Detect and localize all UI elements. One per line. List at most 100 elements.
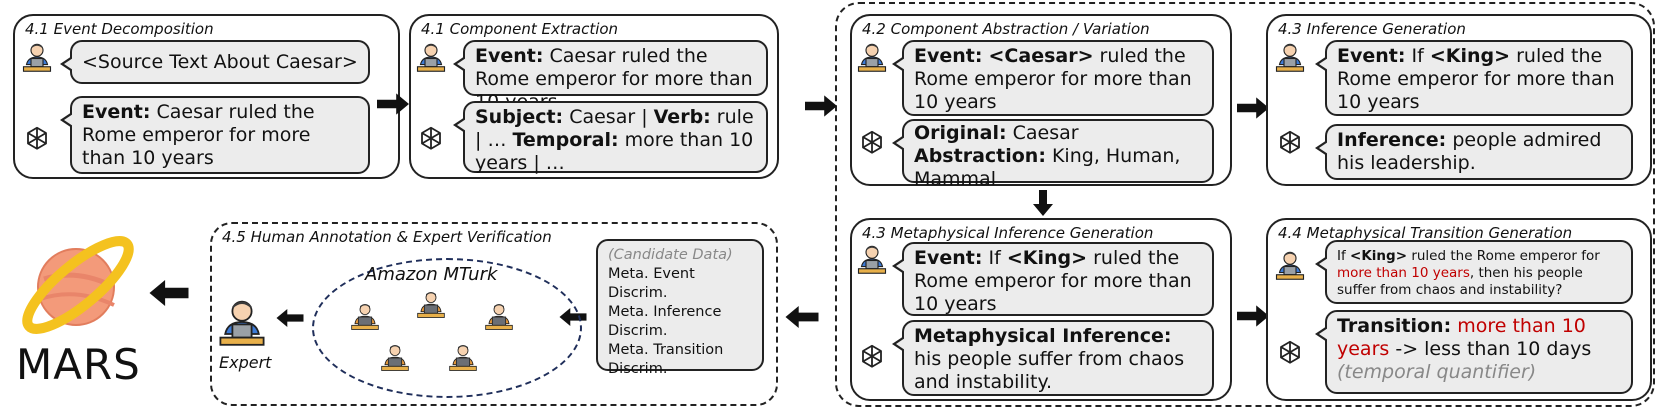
event-bubble: Event: Caesar ruled the Rome emperor for… <box>453 40 768 113</box>
chatgpt-icon <box>22 124 52 154</box>
chatgpt-icon <box>416 124 446 154</box>
panel-metaphysical-inference: 4.3 Metaphysical Inference Generation Ev… <box>850 218 1232 401</box>
source-text-bubble: <Source Text About Caesar> <box>60 40 370 84</box>
source-text: <Source Text About Caesar> <box>82 51 358 73</box>
arrow-right-2 <box>805 95 837 117</box>
chatgpt-icon <box>1275 128 1305 158</box>
metaphysical-inference-text: his people suffer from chaos and instabi… <box>914 348 1185 393</box>
candidate-title: (Candidate Data) <box>608 247 733 263</box>
temporal-label: Temporal: <box>512 129 619 151</box>
expert-label: Expert <box>219 353 272 372</box>
worker-icon <box>350 302 380 332</box>
event-text: ruled the Rome emperor for more than 10 … <box>914 247 1192 315</box>
arrow-left-1 <box>782 306 822 328</box>
inference-bubble: Inference: people admired his leadership… <box>1315 124 1633 180</box>
metaphysical-inference-label: Metaphysical Inference: <box>914 325 1172 347</box>
user-icon <box>857 42 887 72</box>
event-label: Event: <box>1337 45 1406 67</box>
arrow-right-3 <box>1237 97 1269 119</box>
candidate-item: Meta. Event Discrim. <box>608 266 695 301</box>
chatgpt-icon <box>1275 338 1305 368</box>
chatgpt-icon <box>857 128 887 158</box>
abstraction-text: King, Human, Mammal <box>914 145 1181 190</box>
user-icon <box>1275 42 1305 72</box>
components-bubble: Subject: Caesar | Verb: rule | … Tempora… <box>453 101 768 174</box>
event-label: Event: <box>475 45 544 67</box>
verb-label: Verb: <box>653 106 711 128</box>
mturk-group <box>312 258 582 398</box>
panel-event-decomposition: 4.1 Event Decomposition <Source Text Abo… <box>13 14 400 179</box>
worker-icon <box>448 343 478 373</box>
question-suffix: , then his people suffer from chaos and … <box>1337 265 1583 298</box>
event-bubble: Event: If <King> ruled the Rome emperor … <box>892 242 1214 316</box>
event-label: Event: <box>914 247 983 269</box>
event-bubble: Event: If <King> ruled the Rome emperor … <box>1315 40 1633 116</box>
panel-metaphysical-transition: 4.4 Metaphysical Transition Generation I… <box>1266 218 1652 401</box>
chatgpt-icon <box>857 342 887 372</box>
event-bubble: Event: Caesar ruled the Rome emperor for… <box>60 96 370 174</box>
event-label: Event: <box>914 45 983 67</box>
arrow-right-4 <box>1237 305 1269 327</box>
arrow-down <box>1033 190 1053 216</box>
expert-icon <box>218 298 266 346</box>
original-text: Caesar <box>1006 122 1079 144</box>
panel-title: 4.3 Inference Generation <box>1278 20 1466 38</box>
transition-type: (temporal quantifier) <box>1337 361 1537 383</box>
event-text: ruled the Rome emperor for more than 10 … <box>1337 45 1615 113</box>
panel-inference-generation: 4.3 Inference Generation Event: If <King… <box>1266 14 1652 186</box>
question-prefix: If <box>1337 248 1351 264</box>
panel-title: 4.5 Human Annotation & Expert Verificati… <box>222 228 552 246</box>
worker-icon <box>484 302 514 332</box>
temporal-text: more than 10 years | … <box>475 129 754 174</box>
event-bubble: Event: <Caesar> ruled the Rome emperor f… <box>892 40 1214 116</box>
user-icon <box>857 244 887 274</box>
planet-icon <box>22 236 134 334</box>
question-highlight: more than 10 years <box>1337 265 1470 281</box>
mturk-label: Amazon MTurk <box>365 264 498 285</box>
verb-text: rule | … <box>475 106 754 151</box>
subject-label: Subject: <box>475 106 564 128</box>
transition-bubble: Transition: more than 10 years -> less t… <box>1315 310 1633 394</box>
subject-placeholder: <King> <box>1350 248 1408 264</box>
question-bubble: If <King> ruled the Rome emperor for mor… <box>1315 240 1633 304</box>
panel-component-abstraction: 4.2 Component Abstraction / Variation Ev… <box>850 14 1232 190</box>
user-icon <box>416 42 446 72</box>
panel-title: 4.3 Metaphysical Inference Generation <box>862 224 1154 242</box>
event-prefix: If <box>982 247 1007 269</box>
arrow-left-4 <box>148 280 190 306</box>
question-mid: ruled the Rome emperor for <box>1407 248 1600 264</box>
panel-title: 4.1 Event Decomposition <box>25 20 214 38</box>
event-label: Event: <box>82 101 151 123</box>
metaphysical-inference-bubble: Metaphysical Inference: his people suffe… <box>892 320 1214 396</box>
panel-component-extraction: 4.1 Component Extraction Event: Caesar r… <box>409 14 779 179</box>
worker-icon <box>416 290 446 320</box>
original-label: Original: <box>914 122 1007 144</box>
panel-title: 4.2 Component Abstraction / Variation <box>862 20 1150 38</box>
abstraction-group-frame <box>835 2 1655 407</box>
abstraction-bubble: Original: Caesar Abstraction: King, Huma… <box>892 119 1214 190</box>
arrow-right-1 <box>377 93 409 115</box>
user-icon <box>1275 250 1305 280</box>
worker-icon <box>380 343 410 373</box>
transition-from: more than 10 years <box>1337 315 1586 360</box>
inference-text: people admired his leadership. <box>1337 129 1602 174</box>
abstraction-label: Abstraction: <box>914 145 1046 167</box>
candidate-item: Meta. Inference Discrim. <box>608 304 722 339</box>
inference-label: Inference: <box>1337 129 1447 151</box>
transition-label: Transition: <box>1337 315 1452 337</box>
panel-title: 4.4 Metaphysical Transition Generation <box>1278 224 1573 242</box>
event-text: Caesar ruled the Rome emperor for more t… <box>82 101 315 169</box>
transition-to: -> less than 10 days <box>1389 338 1592 360</box>
event-text: ruled the Rome emperor for more than 10 … <box>914 45 1192 113</box>
arrow-left-3 <box>276 309 304 327</box>
subject-text: Caesar | <box>563 106 654 128</box>
panel-title: 4.1 Component Extraction <box>421 20 619 38</box>
mars-title: MARS <box>16 340 141 389</box>
subject-placeholder: <King> <box>1006 247 1088 269</box>
candidate-data-box: (Candidate Data) Meta. Event Discrim. Me… <box>596 239 764 377</box>
candidate-item: Meta. Transition Discrim. <box>608 342 724 377</box>
subject-placeholder: <Caesar> <box>988 45 1094 67</box>
subject-placeholder: <King> <box>1429 45 1511 67</box>
event-prefix: If <box>1405 45 1430 67</box>
